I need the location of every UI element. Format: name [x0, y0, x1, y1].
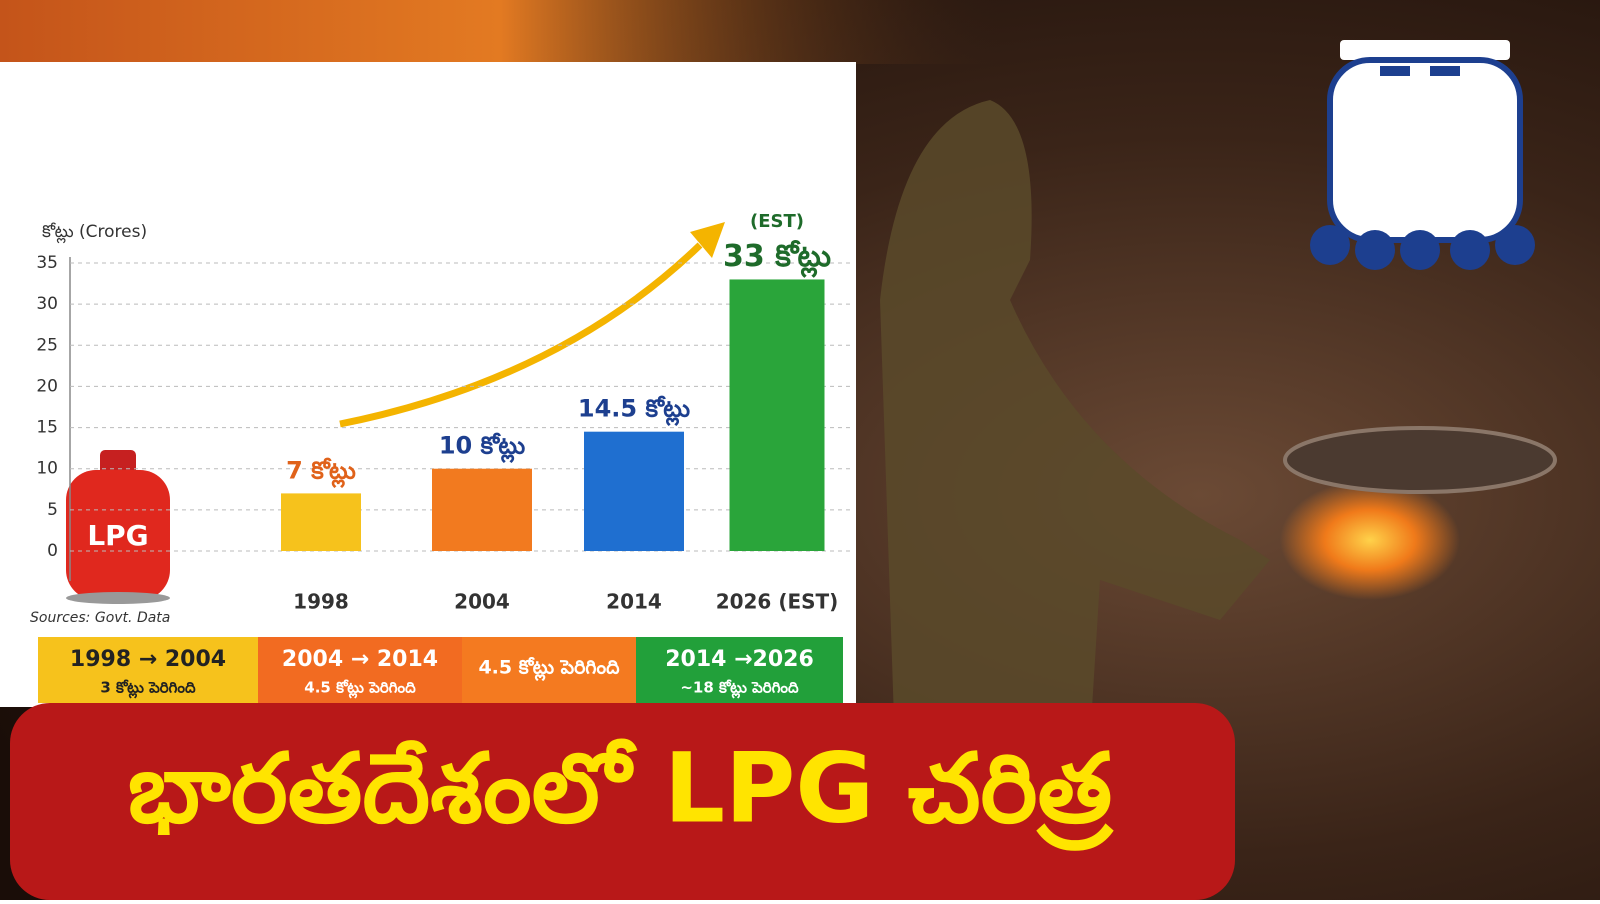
x-tick-label: 2004 — [454, 590, 510, 614]
y-axis-label: కోట్లు (Crores) — [42, 222, 147, 244]
period-note: 3 కోట్లు పెరిగింది — [100, 679, 196, 699]
bar — [281, 493, 361, 551]
y-tick-label: 15 — [36, 418, 58, 438]
period-strip: 1998 → 2004 3 కోట్లు పెరిగింది 2004 → 2014… — [38, 637, 843, 703]
period-box — [462, 637, 636, 703]
source: Sources: Govt. Data — [30, 610, 170, 626]
period-box — [258, 637, 462, 703]
cylinder: LPG — [66, 450, 170, 604]
chart: కోట్లు (Crores) Sources: Govt. Data LPG … — [30, 211, 850, 626]
cylinder-label: LPG — [87, 519, 148, 552]
x-tick-label: 1998 — [293, 590, 349, 614]
value-label: 33 కోట్లు — [723, 239, 831, 278]
period-label: 2004 → 2014 — [282, 647, 438, 672]
annotation: (EST) — [750, 211, 804, 232]
period-label: 4.5 కోట్లు పెరిగింది — [478, 657, 620, 682]
woman-figure — [880, 100, 1270, 900]
y-tick-label: 35 — [36, 253, 58, 273]
period-box — [38, 637, 258, 703]
bar — [432, 468, 532, 551]
y-tick-label: 0 — [47, 541, 58, 561]
top-glow — [0, 0, 1000, 64]
value-label: 7 కోట్లు — [286, 456, 356, 488]
banner-title: భారతదేశంలో LPG చరిత్ర — [128, 732, 1114, 851]
y-tick-label: 20 — [36, 376, 58, 396]
trend-arrowhead — [690, 222, 725, 258]
period-note: 4.5 కోట్లు పెరిగింది — [304, 679, 416, 699]
y-tick-label: 5 — [47, 500, 58, 520]
period-note: ~18 కోట్లు పెరిగింది — [680, 679, 799, 699]
period-label: 2014 →2026 — [665, 647, 814, 672]
bar — [584, 431, 684, 551]
x-tick-label: 2014 — [606, 590, 662, 614]
period-box — [636, 637, 843, 703]
period-label: 1998 → 2004 — [70, 647, 226, 672]
y-tick-label: 25 — [36, 335, 58, 355]
fire — [1280, 480, 1460, 600]
x-tick-label: 2026 (EST) — [716, 590, 839, 614]
bar — [729, 279, 825, 551]
logo — [1310, 40, 1535, 270]
value-label: 10 కోట్లు — [439, 432, 525, 464]
value-label: 14.5 కోట్లు — [578, 395, 690, 427]
banner — [10, 703, 1235, 900]
pan — [1283, 426, 1557, 494]
trend-arrow — [339, 242, 703, 428]
y-tick-label: 10 — [36, 459, 58, 479]
y-tick-label: 30 — [36, 294, 58, 314]
